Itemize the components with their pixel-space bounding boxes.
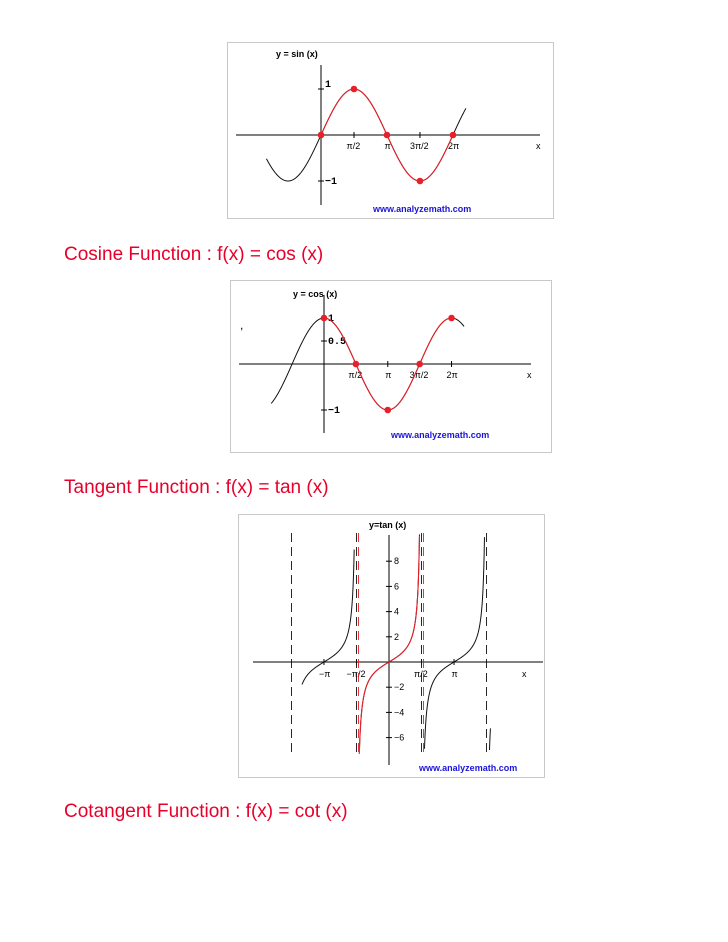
highlight-point bbox=[350, 85, 358, 93]
y-tick-label: 8 bbox=[394, 556, 399, 566]
x-tick-label: π/2 bbox=[346, 141, 360, 151]
highlight-point bbox=[449, 131, 457, 139]
curve-tan-red bbox=[358, 535, 421, 754]
x-tick-label: −π bbox=[319, 669, 330, 679]
highlight-point bbox=[416, 177, 424, 185]
y-tick-label: 4 bbox=[394, 607, 399, 617]
highlight-point bbox=[448, 314, 455, 322]
x-tick-label: 2π bbox=[448, 141, 459, 151]
watermark: www.analyzemath.com bbox=[372, 204, 471, 214]
y-tick-label: −1 bbox=[328, 406, 340, 417]
x-axis-label: x bbox=[522, 669, 527, 679]
watermark: www.analyzemath.com bbox=[390, 430, 489, 440]
cosine-heading: Cosine Function : f(x) = cos (x) bbox=[64, 244, 324, 265]
x-tick-label: π bbox=[384, 141, 390, 151]
chart-title: y = cos (x) bbox=[293, 289, 337, 299]
x-axis-label: x bbox=[536, 141, 541, 151]
y-tick-label: −1 bbox=[325, 177, 337, 188]
chart-title: y=tan (x) bbox=[369, 520, 406, 530]
highlight-point bbox=[320, 314, 328, 322]
x-tick-label: 3π/2 bbox=[410, 370, 429, 380]
cotangent-heading: Cotangent Function : f(x) = cot (x) bbox=[64, 801, 348, 822]
x-tick-label: π bbox=[385, 370, 391, 380]
highlight-point bbox=[317, 131, 325, 139]
x-tick-label: 3π/2 bbox=[410, 141, 429, 151]
stray-mark: , bbox=[240, 318, 244, 332]
chart-title: y = sin (x) bbox=[276, 49, 318, 59]
x-tick-label: π/2 bbox=[414, 669, 428, 679]
cosine-graph-figure: y = cos (x) π/2 π 3π/2 2π x 1 0.5 −1 www.analyzem… bbox=[230, 280, 552, 453]
y-tick-label: 1 bbox=[328, 314, 334, 325]
x-tick-label: 2π bbox=[447, 370, 458, 380]
tangent-graph-figure: y=tan (x) −π −π/2 π/2 π x 8 6 4 2 −2 −4 −6 www.analyz… bbox=[238, 514, 545, 778]
y-tick-label: 2 bbox=[394, 632, 399, 642]
tangent-graph: y=tan (x) −π −π/2 π/2 π x 8 6 4 2 −2 −4 −6 www.analyz… bbox=[253, 520, 543, 773]
y-tick-label: −2 bbox=[394, 682, 404, 692]
x-axis-label: x bbox=[527, 370, 532, 380]
y-tick-label: 1 bbox=[325, 80, 331, 91]
x-tick-label: −π/2 bbox=[346, 669, 365, 679]
cosine-graph: y = cos (x) π/2 π 3π/2 2π x 1 0.5 −1 www.analyzem… bbox=[239, 289, 532, 440]
highlight-point bbox=[383, 131, 391, 139]
sine-graph: y = sin (x) π/2 π 3π/2 2π x 1 −1 www.analyzemath… bbox=[236, 49, 541, 214]
y-tick-label: −6 bbox=[394, 733, 404, 743]
x-tick-label: π/2 bbox=[348, 370, 362, 380]
highlight-point bbox=[352, 360, 360, 368]
watermark: www.analyzemath.com bbox=[418, 763, 517, 773]
sine-graph-figure: y = sin (x) π/2 π 3π/2 2π x 1 −1 www.analyzemath… bbox=[227, 42, 554, 219]
tangent-heading: Tangent Function : f(x) = tan (x) bbox=[64, 477, 329, 498]
curve-tan-black bbox=[301, 534, 491, 751]
highlight-point bbox=[384, 406, 392, 414]
y-tick-label: −4 bbox=[394, 707, 404, 717]
x-tick-label: π bbox=[452, 669, 458, 679]
y-tick-label: 0.5 bbox=[328, 337, 346, 348]
y-tick-label: 6 bbox=[394, 581, 399, 591]
highlight-point bbox=[416, 360, 423, 368]
